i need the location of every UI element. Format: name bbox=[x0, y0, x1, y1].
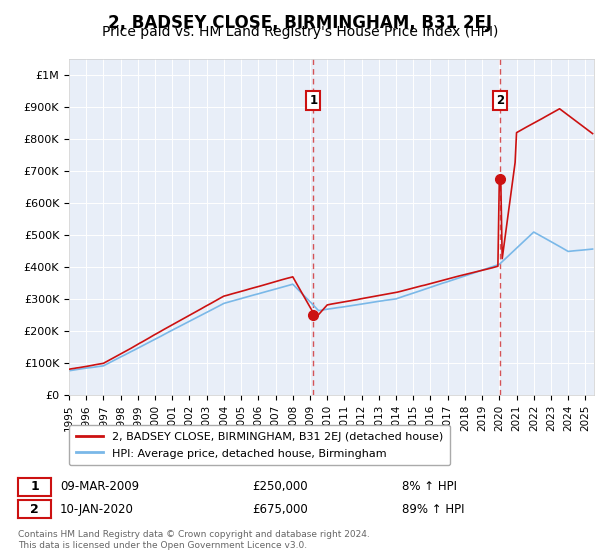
Text: 2: 2 bbox=[30, 502, 39, 516]
Text: Price paid vs. HM Land Registry's House Price Index (HPI): Price paid vs. HM Land Registry's House … bbox=[102, 25, 498, 39]
Legend: 2, BADSEY CLOSE, BIRMINGHAM, B31 2EJ (detached house), HPI: Average price, detac: 2, BADSEY CLOSE, BIRMINGHAM, B31 2EJ (de… bbox=[69, 425, 450, 465]
Text: 10-JAN-2020: 10-JAN-2020 bbox=[60, 502, 134, 516]
Text: This data is licensed under the Open Government Licence v3.0.: This data is licensed under the Open Gov… bbox=[18, 541, 307, 550]
Text: 89% ↑ HPI: 89% ↑ HPI bbox=[402, 502, 464, 516]
Text: 1: 1 bbox=[30, 480, 39, 493]
Text: £675,000: £675,000 bbox=[252, 502, 308, 516]
Text: Contains HM Land Registry data © Crown copyright and database right 2024.: Contains HM Land Registry data © Crown c… bbox=[18, 530, 370, 539]
Text: 09-MAR-2009: 09-MAR-2009 bbox=[60, 480, 139, 493]
Text: 2, BADSEY CLOSE, BIRMINGHAM, B31 2EJ: 2, BADSEY CLOSE, BIRMINGHAM, B31 2EJ bbox=[108, 14, 492, 32]
Text: 2: 2 bbox=[496, 94, 504, 107]
Text: 1: 1 bbox=[309, 94, 317, 107]
Text: £250,000: £250,000 bbox=[252, 480, 308, 493]
Text: 8% ↑ HPI: 8% ↑ HPI bbox=[402, 480, 457, 493]
